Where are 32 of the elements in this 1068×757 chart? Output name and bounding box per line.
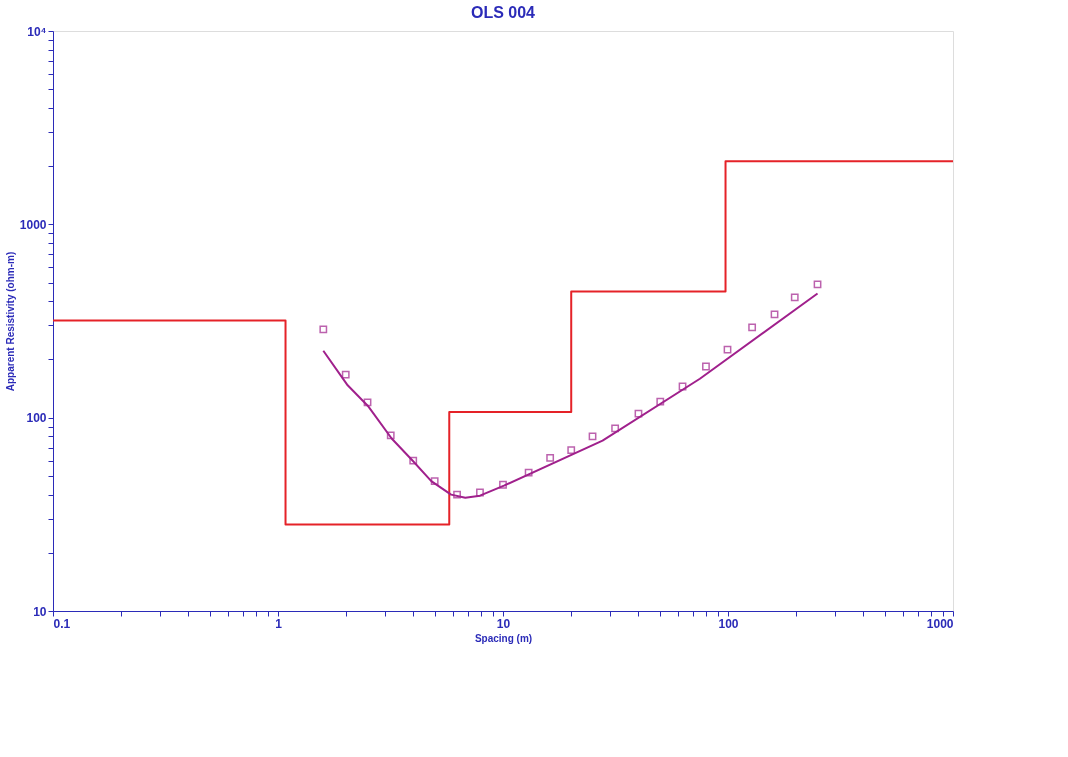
point [611,424,620,433]
point [656,397,665,406]
point [790,293,799,302]
y-tick-label: 100 [26,411,47,426]
point [341,370,350,379]
point [678,382,687,391]
x-tick-label: 0.1 [53,616,71,631]
point [702,362,710,371]
point [567,446,576,454]
y-tick-label: 10 [33,604,47,619]
x-tick-label: 1 [275,616,283,631]
x-tick-label: 1000 [926,616,954,631]
point [813,280,822,289]
point [476,488,484,497]
point [499,480,507,489]
point [634,409,643,418]
point [363,398,372,407]
point [588,432,597,441]
x-tick-label: 100 [718,616,739,631]
point [723,345,732,354]
point [319,325,328,334]
point [430,477,439,485]
point [386,431,395,440]
y-tick-label: 1000 [19,217,47,232]
point [409,456,418,465]
x-axis-title: Spacing (m) [474,632,533,644]
chart-title: OLS 004 [470,4,536,21]
y-axis-title: Apparent Resistivity (ohm-m) [4,251,16,392]
y-tick-label: 10⁴ [27,24,47,39]
x-tick-label: 10 [496,616,511,631]
point [770,310,779,319]
point [453,490,461,499]
